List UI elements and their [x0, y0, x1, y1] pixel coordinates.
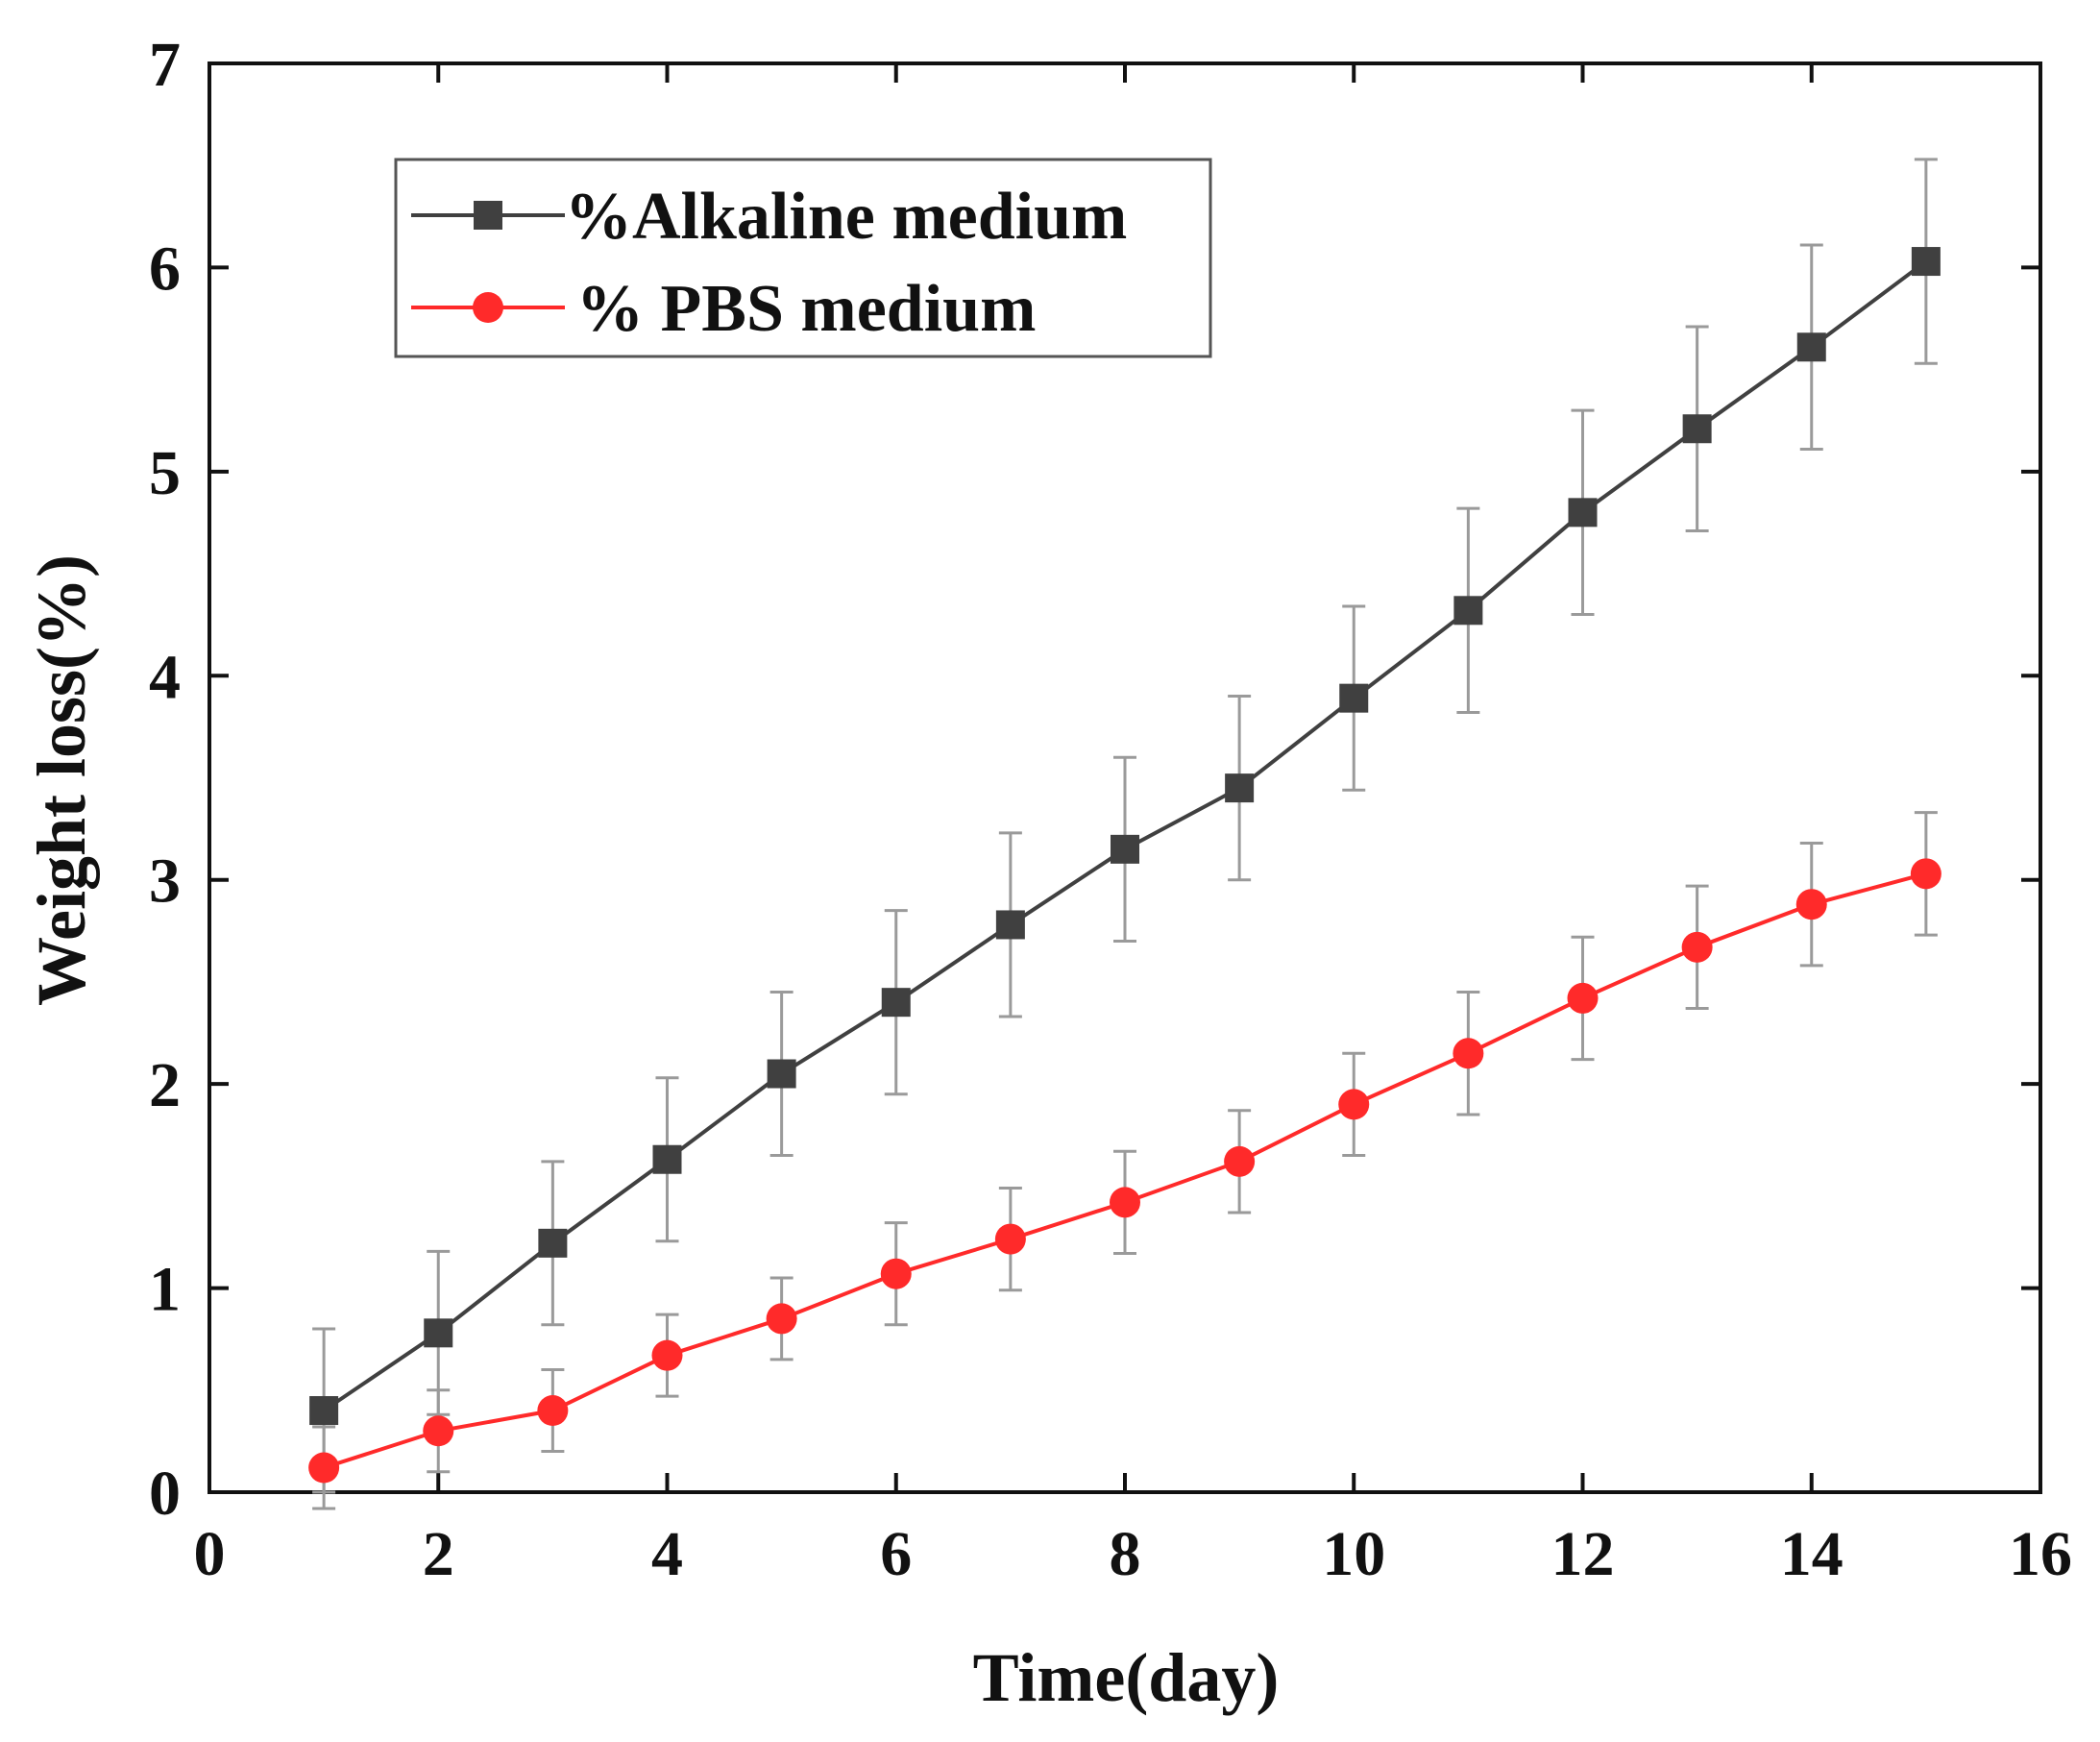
legend-box	[394, 158, 1212, 358]
data-point	[1568, 498, 1598, 528]
data-point	[994, 1223, 1026, 1255]
data-point	[1910, 858, 1941, 890]
y-axis-title: Weight loss(%)	[23, 554, 100, 1006]
data-point	[423, 1415, 454, 1447]
x-tick-label: 2	[423, 1519, 454, 1589]
y-tick-label: 1	[149, 1255, 181, 1325]
data-point	[1338, 1089, 1370, 1120]
x-tick-label: 6	[880, 1519, 912, 1589]
data-point	[538, 1228, 568, 1258]
series-2	[308, 811, 1941, 1510]
series-1	[309, 158, 1941, 1494]
data-point	[1795, 889, 1827, 920]
legend: %Alkaline medium % PBS medium	[394, 158, 1212, 358]
data-point	[1225, 773, 1255, 803]
legend-marker	[474, 201, 502, 230]
data-layer	[308, 158, 1941, 1510]
data-point	[1224, 1145, 1256, 1177]
y-tick-label: 2	[149, 1050, 181, 1120]
legend-entry: %Alkaline medium	[411, 180, 1127, 254]
legend-label: % PBS medium	[576, 272, 1036, 346]
data-point	[1682, 414, 1712, 444]
data-point	[1453, 1038, 1484, 1069]
data-point	[880, 1258, 912, 1289]
data-point	[309, 1396, 339, 1426]
data-point	[652, 1144, 682, 1174]
y-tick-label: 0	[149, 1459, 181, 1529]
y-tick-label: 6	[149, 233, 181, 304]
y-tick-label: 4	[149, 642, 181, 712]
x-tick-label: 0	[194, 1519, 226, 1589]
data-point	[1567, 982, 1599, 1014]
data-point	[881, 988, 911, 1018]
y-tick-label: 5	[149, 438, 181, 508]
data-point	[1796, 332, 1826, 362]
x-tick-label: 10	[1322, 1519, 1385, 1589]
legend-entry: % PBS medium	[411, 272, 1036, 346]
data-point	[766, 1303, 797, 1335]
data-point	[1453, 596, 1483, 626]
legend-label: %Alkaline medium	[565, 180, 1127, 254]
data-point	[308, 1452, 340, 1484]
legend-marker	[473, 292, 503, 323]
data-point	[995, 910, 1025, 940]
y-tick-label: 7	[149, 30, 181, 100]
y-tick-label: 3	[149, 846, 181, 917]
x-tick-label: 14	[1780, 1519, 1844, 1589]
data-point	[424, 1318, 453, 1348]
x-axis-title: Time(day)	[973, 1639, 1280, 1716]
x-tick-label: 4	[651, 1519, 683, 1589]
data-point	[767, 1059, 796, 1089]
data-point	[1339, 683, 1369, 713]
data-point	[537, 1395, 569, 1427]
data-point	[1111, 834, 1139, 864]
x-tick-label: 12	[1551, 1519, 1615, 1589]
x-tick-label: 16	[2009, 1519, 2072, 1589]
data-point	[1911, 247, 1941, 277]
data-point	[1681, 931, 1713, 963]
data-point	[651, 1339, 683, 1371]
x-tick-label: 8	[1110, 1519, 1141, 1589]
data-point	[1110, 1187, 1140, 1218]
